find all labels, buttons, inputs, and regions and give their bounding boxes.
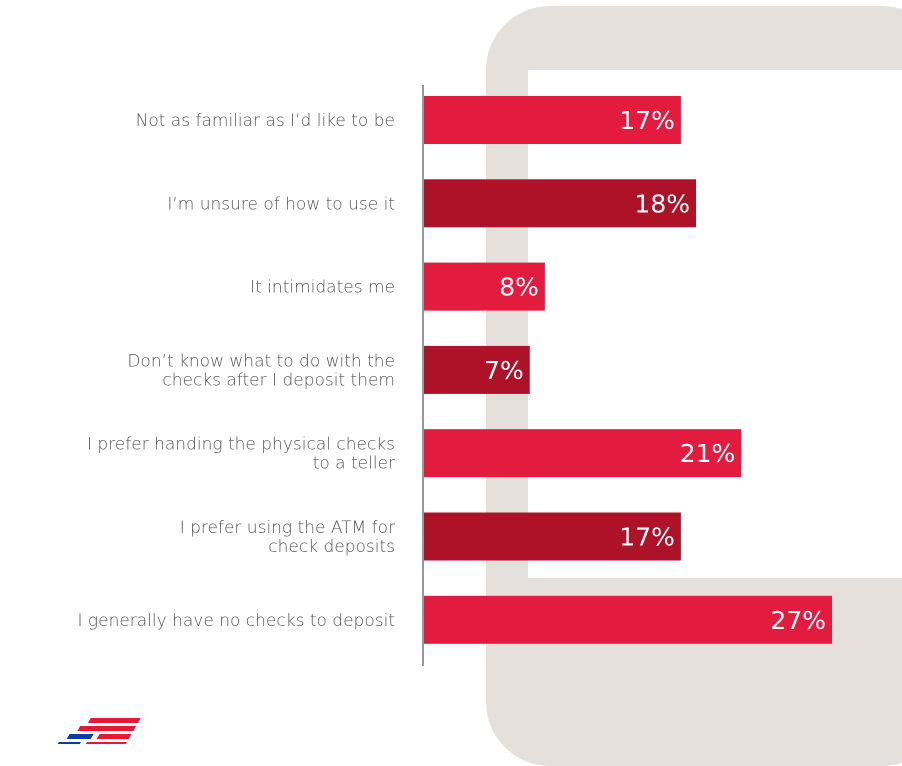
category-label-line: to a teller (313, 454, 395, 474)
data-label: 17% (619, 106, 675, 135)
category-label: I prefer handing the physical checks to a… (87, 435, 395, 474)
category-label-group: Not as familiar as I’d like to be I’m uns… (77, 111, 395, 631)
category-label: It intimidates me (250, 278, 395, 298)
category-label: I prefer using the ATM for check deposits (180, 518, 395, 557)
bar (424, 179, 696, 228)
category-label-line: It intimidates me (250, 278, 395, 298)
category-label-line: Don’t know what to do with the (127, 351, 395, 371)
bar (424, 429, 742, 478)
category-label: I generally have no checks to deposit (77, 611, 395, 631)
bar (424, 595, 832, 644)
category-label-line: check deposits (268, 537, 395, 557)
bar (424, 96, 681, 144)
category-label: Don’t know what to do with the checks aft… (127, 351, 395, 390)
category-label-line: I generally have no checks to deposit (77, 611, 395, 631)
data-label: 21% (680, 439, 736, 468)
data-label: 18% (634, 189, 690, 218)
category-label-line: I prefer handing the physical checks (87, 435, 395, 455)
phone-screen-background (528, 70, 902, 578)
data-label: 27% (770, 606, 826, 635)
bar (424, 512, 681, 561)
bar (424, 262, 545, 311)
category-label: Not as familiar as I’d like to be (136, 111, 395, 131)
bar-group: 17% 18% 8% 7% 21% 17% 27% (424, 96, 832, 644)
bank-flag-logo-icon (40, 716, 150, 744)
category-label-line: checks after I deposit them (162, 370, 395, 390)
category-label-line: I prefer using the ATM for (180, 518, 395, 538)
category-label-line: I’m unsure of how to use it (167, 194, 395, 214)
data-label: 7% (484, 356, 524, 385)
data-label: 8% (499, 273, 539, 302)
bar (424, 345, 530, 394)
bar-chart: 17% 18% 8% 7% 21% 17% 27% Not as familiar as I… (77, 85, 832, 666)
data-label: 17% (619, 523, 675, 552)
category-label: I’m unsure of how to use it (167, 194, 395, 214)
category-label-line: Not as familiar as I’d like to be (136, 111, 395, 131)
